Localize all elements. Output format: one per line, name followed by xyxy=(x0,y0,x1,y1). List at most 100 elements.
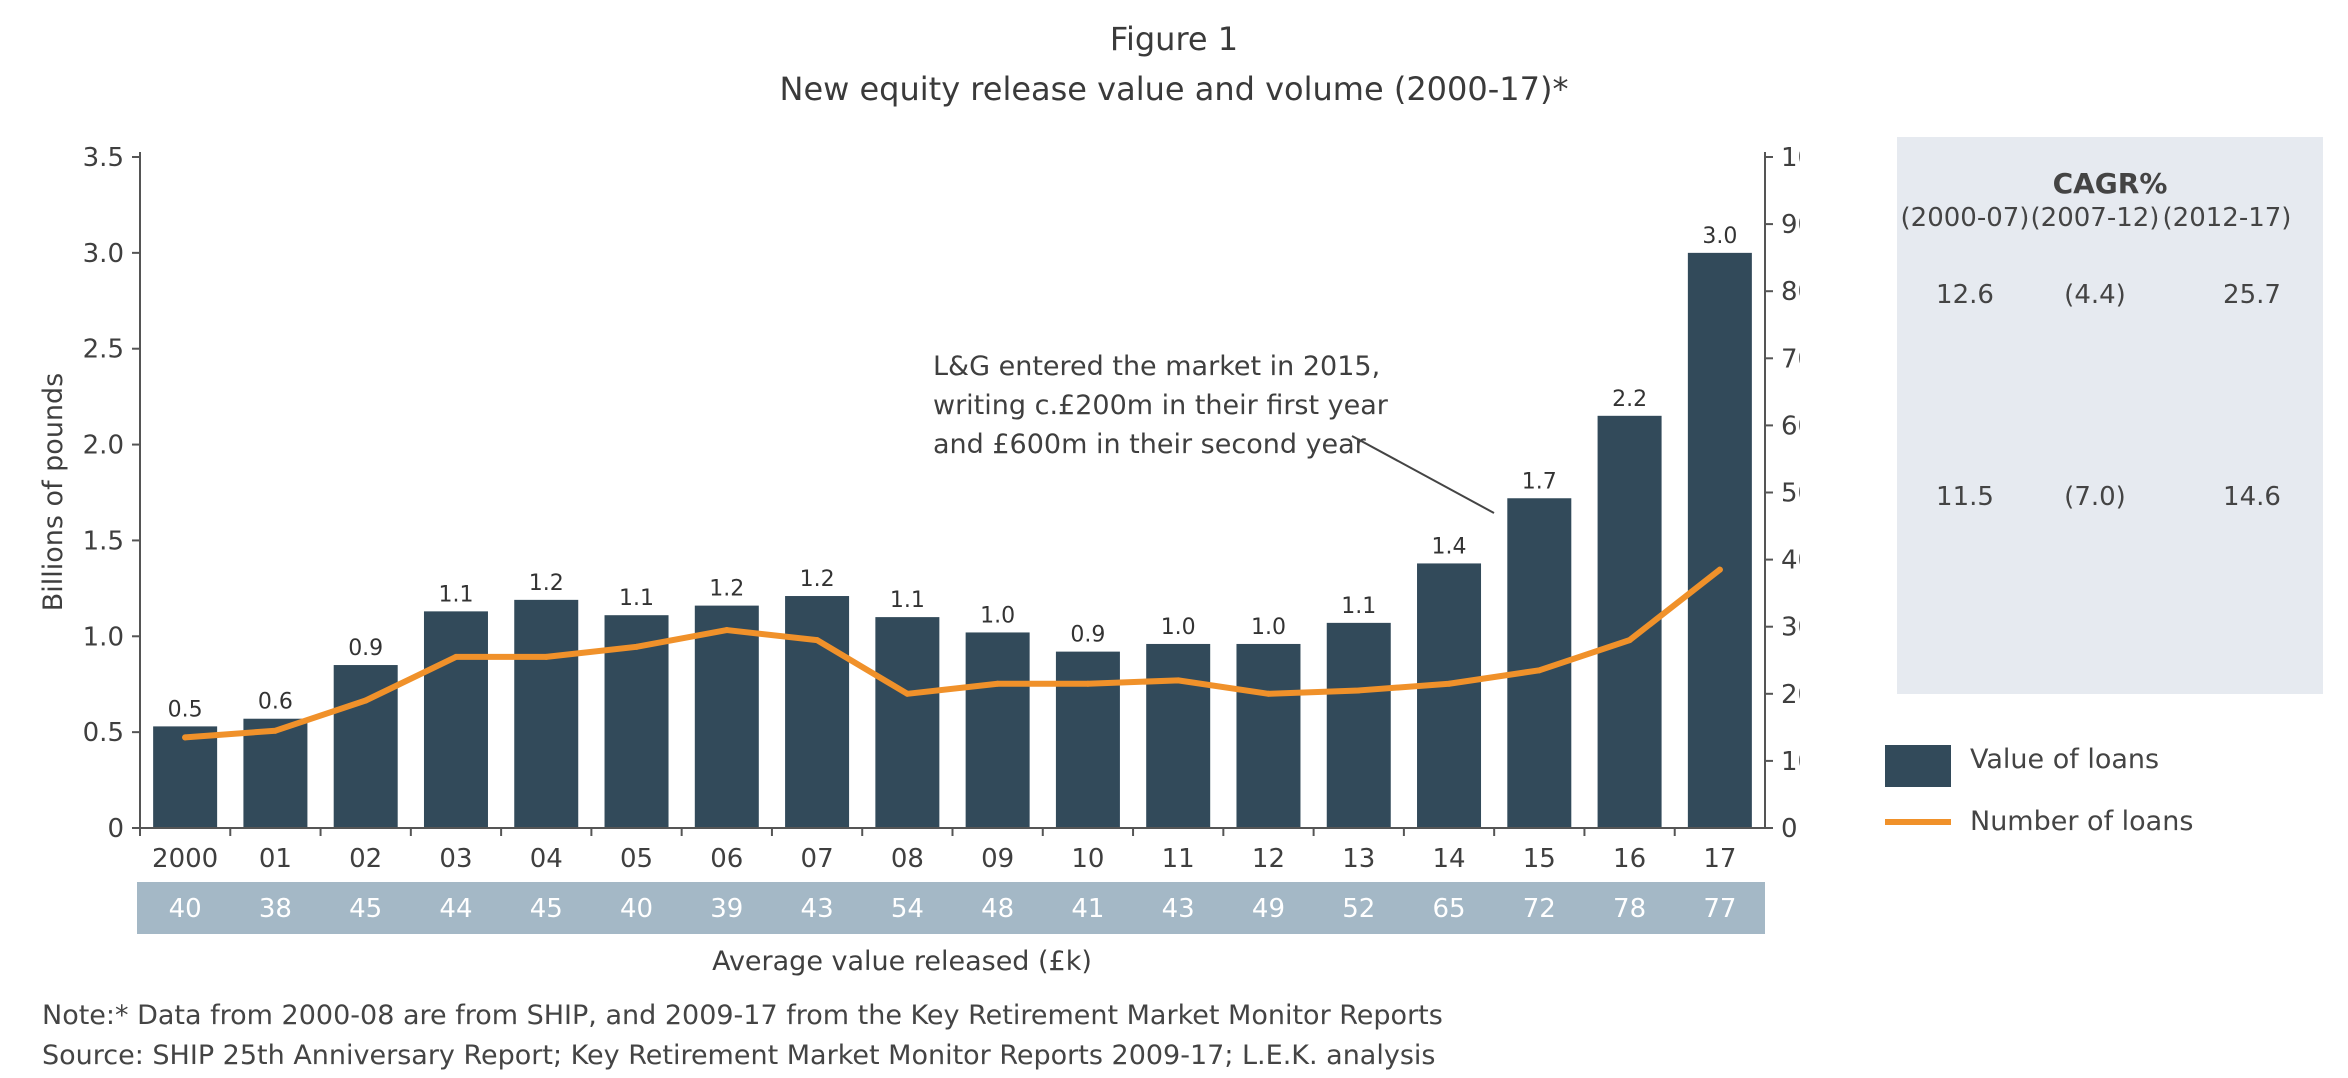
right-tick-label-10: 10 xyxy=(1781,747,1800,777)
line-point-03 xyxy=(452,653,459,660)
axes xyxy=(132,152,1773,836)
bar-label-03: 1.1 xyxy=(438,582,473,607)
right-tick-label-0: 0 xyxy=(1781,814,1798,844)
legend-line-label: Number of loans xyxy=(1970,806,2194,837)
right-tick-label-40: 40 xyxy=(1781,546,1800,576)
x-tick-label-11: 11 xyxy=(1162,844,1195,874)
bar-label-08: 1.1 xyxy=(890,588,925,613)
left-tick-label-1.5: 1.5 xyxy=(83,526,124,556)
bar-label-10: 0.9 xyxy=(1070,623,1105,648)
line-point-2000 xyxy=(182,734,189,741)
line-point-09 xyxy=(994,680,1001,687)
line-point-14 xyxy=(1446,680,1453,687)
x-tick-label-17: 17 xyxy=(1703,844,1736,874)
annotation-line-1: L&G entered the market in 2015, xyxy=(933,351,1380,382)
cagr-period-2: (2007-12) xyxy=(2030,203,2160,233)
x-tick-label-06: 06 xyxy=(710,844,743,874)
line-point-08 xyxy=(904,690,911,697)
cagr-volume-2012-17: 14.6 xyxy=(2223,482,2281,512)
avg-value-07: 43 xyxy=(801,894,834,924)
right-tick-label-80: 80 xyxy=(1781,277,1800,307)
bar-label-06: 1.2 xyxy=(709,577,744,602)
line-point-17 xyxy=(1716,566,1723,573)
bar-10 xyxy=(1055,651,1120,828)
right-tick-label-20: 20 xyxy=(1781,680,1800,710)
right-tick-label-50: 50 xyxy=(1781,479,1800,509)
avg-value-06: 39 xyxy=(710,894,743,924)
bar-label-07: 1.2 xyxy=(800,567,835,592)
annotation-line-3: and £600m in their second year xyxy=(933,429,1367,460)
bar-09 xyxy=(965,632,1030,828)
avg-value-03: 44 xyxy=(439,894,472,924)
bar-12 xyxy=(1236,643,1301,828)
right-tick-label-70: 70 xyxy=(1781,344,1800,374)
bar-label-12: 1.0 xyxy=(1251,615,1286,640)
cagr-panel: CAGR% (2000-07) (2007-12) (2012-17) 12.6… xyxy=(1897,137,2323,694)
avg-value-17: 77 xyxy=(1703,894,1736,924)
line-point-15 xyxy=(1536,667,1543,674)
left-tick-label-0.5: 0.5 xyxy=(83,718,124,748)
bar-label-2000: 0.5 xyxy=(168,697,203,722)
bar-label-16: 2.2 xyxy=(1612,387,1647,412)
avg-value-09: 48 xyxy=(981,894,1014,924)
right-tick-label-30: 30 xyxy=(1781,613,1800,643)
figure-subtitle: New equity release value and volume (200… xyxy=(779,70,1569,108)
legend-bar-label: Value of loans xyxy=(1970,744,2160,775)
line-point-13 xyxy=(1355,687,1362,694)
x-tick-label-2000: 2000 xyxy=(152,844,218,874)
cagr-value-2000-07: 12.6 xyxy=(1936,280,1994,310)
x-tick-label-02: 02 xyxy=(349,844,382,874)
left-tick-label-2.0: 2.0 xyxy=(83,431,124,461)
bar-label-15: 1.7 xyxy=(1522,469,1557,494)
x-axis-title: Average value released (£k) xyxy=(712,946,1092,977)
cagr-volume-2007-12: (7.0) xyxy=(2064,482,2126,512)
x-tick-label-07: 07 xyxy=(801,844,834,874)
x-tick-label-01: 01 xyxy=(259,844,292,874)
x-tick-label-10: 10 xyxy=(1071,844,1104,874)
number-of-loans-line xyxy=(182,566,1723,741)
bar-label-13: 1.1 xyxy=(1341,594,1376,619)
avg-value-2000: 40 xyxy=(169,894,202,924)
annotation-leader-line xyxy=(1351,435,1495,514)
bar-label-01: 0.6 xyxy=(258,690,293,715)
right-tick-label-60: 60 xyxy=(1781,411,1800,441)
line-point-01 xyxy=(272,727,279,734)
x-tick-label-03: 03 xyxy=(439,844,472,874)
avg-value-14: 65 xyxy=(1432,894,1465,924)
bar-03 xyxy=(423,611,488,828)
left-tick-label-2.5: 2.5 xyxy=(83,335,124,365)
x-tick-label-09: 09 xyxy=(981,844,1014,874)
x-tick-label-13: 13 xyxy=(1342,844,1375,874)
x-tick-label-04: 04 xyxy=(530,844,563,874)
line-point-16 xyxy=(1626,637,1633,644)
bar-04 xyxy=(514,599,579,828)
avg-value-04: 45 xyxy=(530,894,563,924)
cagr-volume-2000-07: 11.5 xyxy=(1936,482,1994,512)
avg-value-11: 43 xyxy=(1162,894,1195,924)
bar-label-02: 0.9 xyxy=(348,636,383,661)
number-line xyxy=(182,566,1723,741)
chart-text: 0.5 0.6 0.9 1.1 1.2 1.1 1.2 1.2 1.1 1.0 0.9 1.0 1.0 1… xyxy=(38,143,1800,977)
right-tick-label-100: 100 xyxy=(1781,143,1800,173)
x-tick-label-16: 16 xyxy=(1613,844,1646,874)
avg-value-band-bg xyxy=(137,882,1765,934)
line-point-05 xyxy=(633,643,640,650)
bar-2000 xyxy=(153,726,218,828)
cagr-title: CAGR% xyxy=(2052,167,2168,200)
bar-14 xyxy=(1417,563,1482,828)
bar-11 xyxy=(1146,643,1211,828)
cagr-period-1: (2000-07) xyxy=(1900,203,2030,233)
avg-value-08: 54 xyxy=(891,894,924,924)
right-tick-label-90: 90 xyxy=(1781,210,1800,240)
avg-value-13: 52 xyxy=(1342,894,1375,924)
legend-bar-swatch xyxy=(1885,745,1951,787)
bar-17 xyxy=(1687,252,1752,828)
x-tick-label-05: 05 xyxy=(620,844,653,874)
x-tick-label-12: 12 xyxy=(1252,844,1285,874)
bar-01 xyxy=(243,718,308,828)
bar-07 xyxy=(785,596,850,828)
x-tick-label-15: 15 xyxy=(1523,844,1556,874)
x-tick-label-14: 14 xyxy=(1432,844,1465,874)
line-point-10 xyxy=(1084,680,1091,687)
avg-value-10: 41 xyxy=(1071,894,1104,924)
